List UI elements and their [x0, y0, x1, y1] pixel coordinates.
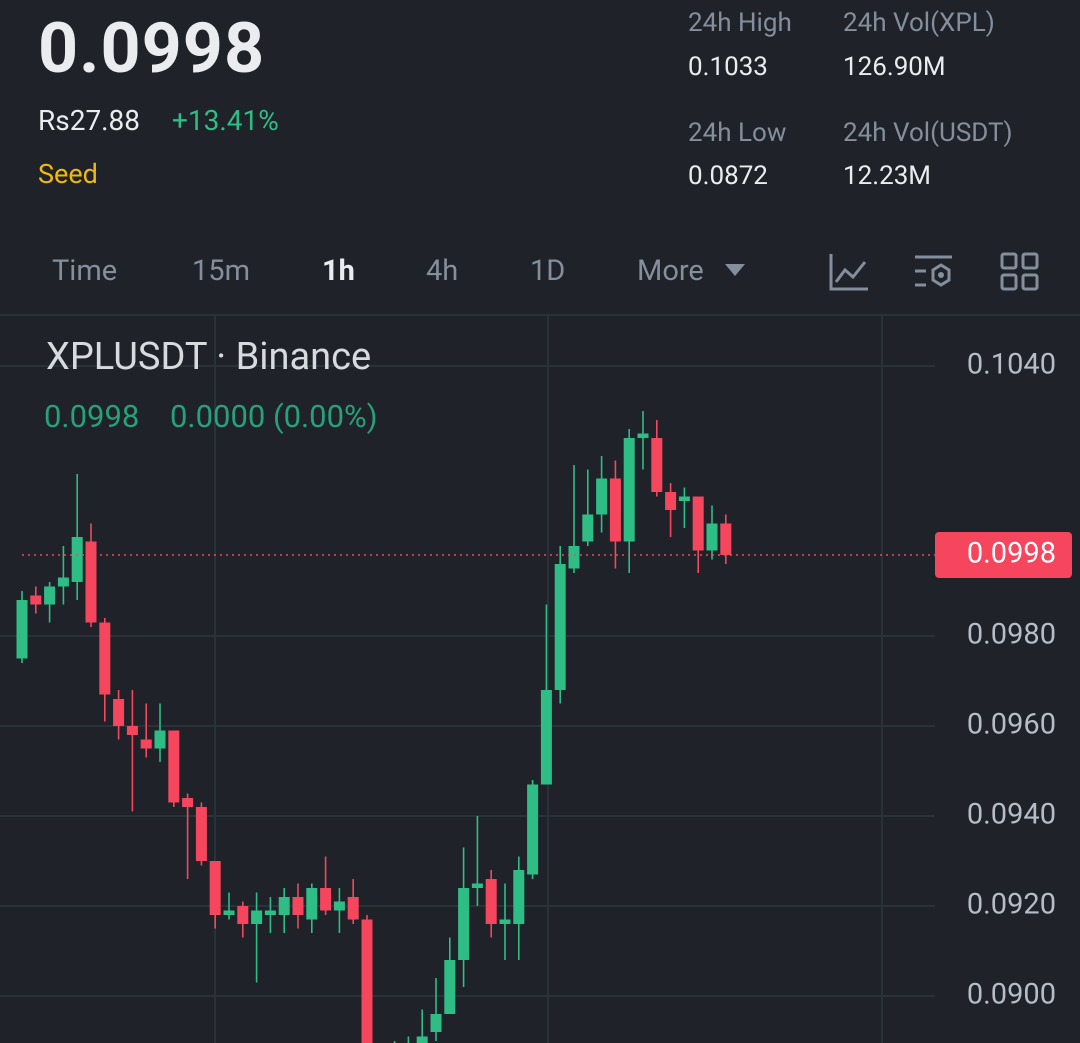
interval-tab[interactable]: 1h — [322, 254, 355, 288]
candle-body — [637, 433, 649, 438]
y-tick-label: 0.0980 — [967, 618, 1056, 652]
candle-body — [44, 586, 56, 605]
interval-tab[interactable]: 1D — [530, 254, 566, 288]
legend-last: 0.0998 — [44, 398, 139, 435]
y-tick-label: 0.1040 — [967, 348, 1056, 382]
dropdown-arrow — [725, 264, 745, 276]
y-tick-label: 0.0960 — [967, 708, 1056, 742]
candle-body — [458, 888, 470, 960]
candle-body — [140, 739, 152, 749]
candle-body — [264, 910, 276, 915]
last-price: 0.0998 — [38, 8, 266, 90]
candle-body — [182, 798, 194, 807]
stat-value: 0.1033 — [688, 52, 768, 82]
candle-body — [333, 901, 345, 911]
candle-body — [665, 492, 677, 510]
candle-body — [306, 888, 318, 920]
candle-body — [678, 496, 690, 501]
divider — [0, 314, 1080, 316]
candle-body — [554, 564, 566, 690]
candle-body — [540, 690, 552, 785]
candlestick-chart: XPLUSDT · Binance 0.0998 0.0000 (0.00%) … — [0, 316, 1072, 1043]
candle-body — [430, 1014, 442, 1032]
more-tab[interactable]: More — [637, 254, 704, 288]
stat-label: 24h Vol(XPL) — [843, 8, 995, 38]
layout-icon[interactable] — [1000, 252, 1040, 292]
candle-body — [71, 537, 83, 582]
candle-body — [278, 897, 290, 915]
candle-body — [582, 514, 594, 542]
y-tick-label: 0.0900 — [967, 978, 1056, 1012]
stat-label: 24h High — [688, 8, 792, 38]
candle-body — [471, 883, 483, 888]
y-tick-label: 0.0920 — [967, 888, 1056, 922]
candle-body — [513, 870, 525, 924]
stat-value: 0.0872 — [688, 161, 768, 191]
stat-label: 24h Vol(USDT) — [843, 118, 1013, 148]
interval-tab[interactable]: 4h — [426, 254, 459, 288]
candle-body — [195, 807, 207, 861]
seed-tag[interactable]: Seed — [38, 158, 98, 190]
candle-body — [57, 577, 69, 587]
candle-body — [30, 595, 42, 605]
current-price-label: 0.0998 — [967, 537, 1056, 571]
candle-body — [113, 699, 125, 726]
candle-body — [85, 541, 97, 623]
candle-body — [237, 906, 249, 924]
indicator-icon[interactable] — [828, 252, 870, 292]
candle-body — [651, 438, 663, 492]
candle-body — [209, 861, 221, 915]
candle-body — [692, 496, 704, 551]
candle-body — [485, 879, 497, 924]
candle-body — [596, 478, 608, 515]
candle-body — [361, 919, 373, 1043]
legend-change: 0.0000 (0.00%) — [170, 398, 378, 435]
candle-body — [527, 784, 539, 875]
candle-body — [16, 600, 28, 659]
candle-body — [499, 919, 511, 924]
candle-body — [347, 897, 359, 920]
current-price-box — [935, 532, 1072, 578]
candle-body — [444, 960, 456, 1014]
candle-body — [720, 523, 732, 555]
interval-tab[interactable]: Time — [52, 254, 118, 288]
candle-body — [568, 546, 580, 569]
stat-value: 126.90M — [843, 52, 946, 82]
chart-title: XPLUSDT · Binance — [46, 335, 371, 379]
candle-body — [126, 726, 138, 735]
candle-body — [609, 478, 621, 542]
candle-body — [168, 730, 180, 803]
candle-body — [223, 910, 235, 915]
price-change: +13.41% — [172, 104, 279, 137]
stat-label: 24h Low — [688, 118, 787, 148]
candle-body — [416, 1036, 428, 1043]
y-tick-label: 0.0940 — [967, 798, 1056, 832]
candle-body — [320, 888, 332, 911]
stat-value: 12.23M — [843, 161, 932, 191]
candle-body — [154, 730, 166, 749]
settings-icon[interactable] — [912, 252, 956, 292]
candle-body — [623, 438, 635, 542]
interval-tab[interactable]: 15m — [192, 254, 251, 288]
candle-body — [251, 910, 263, 924]
candle-body — [292, 897, 304, 915]
candle-body — [706, 523, 718, 551]
fiat-price: Rs27.88 — [38, 104, 141, 137]
candle-body — [99, 622, 111, 695]
